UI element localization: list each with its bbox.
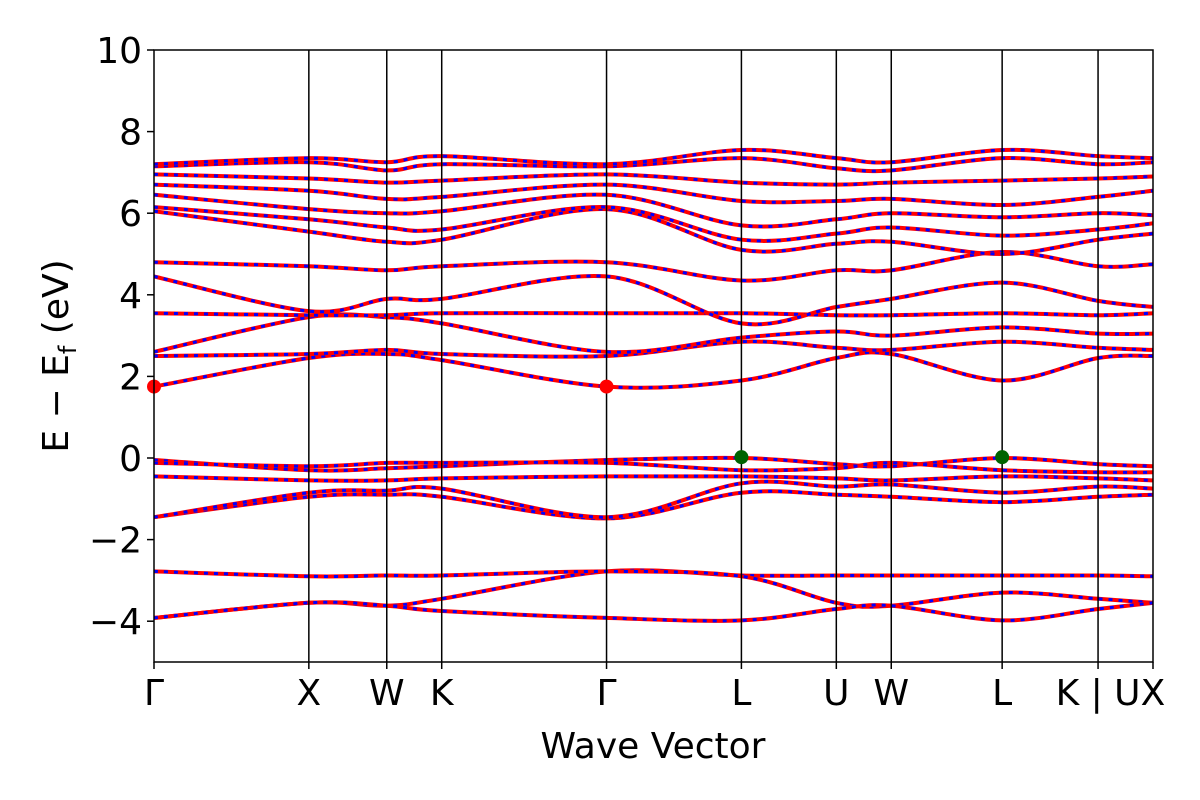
band-line-dashed xyxy=(154,156,1153,173)
y-tick-label: 10 xyxy=(96,31,142,72)
y-tick-label: 8 xyxy=(119,113,142,154)
vbm-marker xyxy=(734,450,749,465)
x-tick-label: X xyxy=(297,673,322,714)
y-tick-label: −4 xyxy=(89,602,142,643)
y-tick-label: −2 xyxy=(89,521,142,562)
band-line-dashed xyxy=(154,207,1153,256)
x-tick-label: K xyxy=(430,673,455,714)
band-line xyxy=(154,474,1153,483)
y-tick-label: 0 xyxy=(119,439,142,480)
band-line xyxy=(154,311,1153,318)
x-axis-label: Wave Vector xyxy=(541,726,766,767)
band-line-dashed xyxy=(154,569,1153,609)
x-tick-label: W xyxy=(369,673,405,714)
x-tick-label: U xyxy=(823,673,849,714)
y-axis-label-main: E − E xyxy=(36,354,77,453)
markers-layer xyxy=(147,379,1010,465)
x-tick-label: K | U xyxy=(1056,673,1141,714)
band-line xyxy=(154,455,1153,473)
band-line xyxy=(154,205,1153,243)
band-line xyxy=(154,192,1153,229)
x-tick-label: L xyxy=(731,673,751,714)
y-axis-label-sub: f xyxy=(54,345,82,354)
band-line-dashed xyxy=(154,480,1153,519)
band-line xyxy=(154,249,1153,283)
bands-layer xyxy=(154,147,1153,623)
x-tick-label: Γ xyxy=(597,673,617,714)
band-line xyxy=(154,600,1153,623)
band-line xyxy=(154,182,1153,208)
y-axis-ticks: −4 −2 0 2 4 6 8 10 xyxy=(89,31,154,643)
band-line-dashed xyxy=(154,350,1153,390)
kpoint-lines xyxy=(308,50,1099,662)
band-line-dashed xyxy=(154,205,1153,243)
x-tick-label: Γ xyxy=(144,673,164,714)
y-tick-label: 2 xyxy=(119,357,142,398)
cbm-marker xyxy=(599,379,614,394)
band-line-dashed xyxy=(154,274,1153,326)
band-line-dashed xyxy=(154,193,1153,229)
y-tick-label: 4 xyxy=(119,276,142,317)
x-tick-label: L xyxy=(992,673,1012,714)
band-line-dashed xyxy=(154,148,1153,166)
band-line-dashed xyxy=(154,312,1153,354)
plot-frame xyxy=(153,49,1154,663)
x-tick-label: W xyxy=(873,673,909,714)
y-axis-label-tail: (eV) xyxy=(36,259,77,345)
vbm-marker xyxy=(995,450,1010,465)
band-line xyxy=(154,312,1153,355)
band-line xyxy=(154,339,1153,359)
band-line xyxy=(154,172,1153,187)
band-line-dashed xyxy=(154,489,1153,520)
y-axis-label: E − Ef (eV) xyxy=(36,259,82,452)
y-tick-label: 6 xyxy=(119,194,142,235)
x-tick-label: X xyxy=(1141,673,1166,714)
band-line xyxy=(154,460,1153,475)
